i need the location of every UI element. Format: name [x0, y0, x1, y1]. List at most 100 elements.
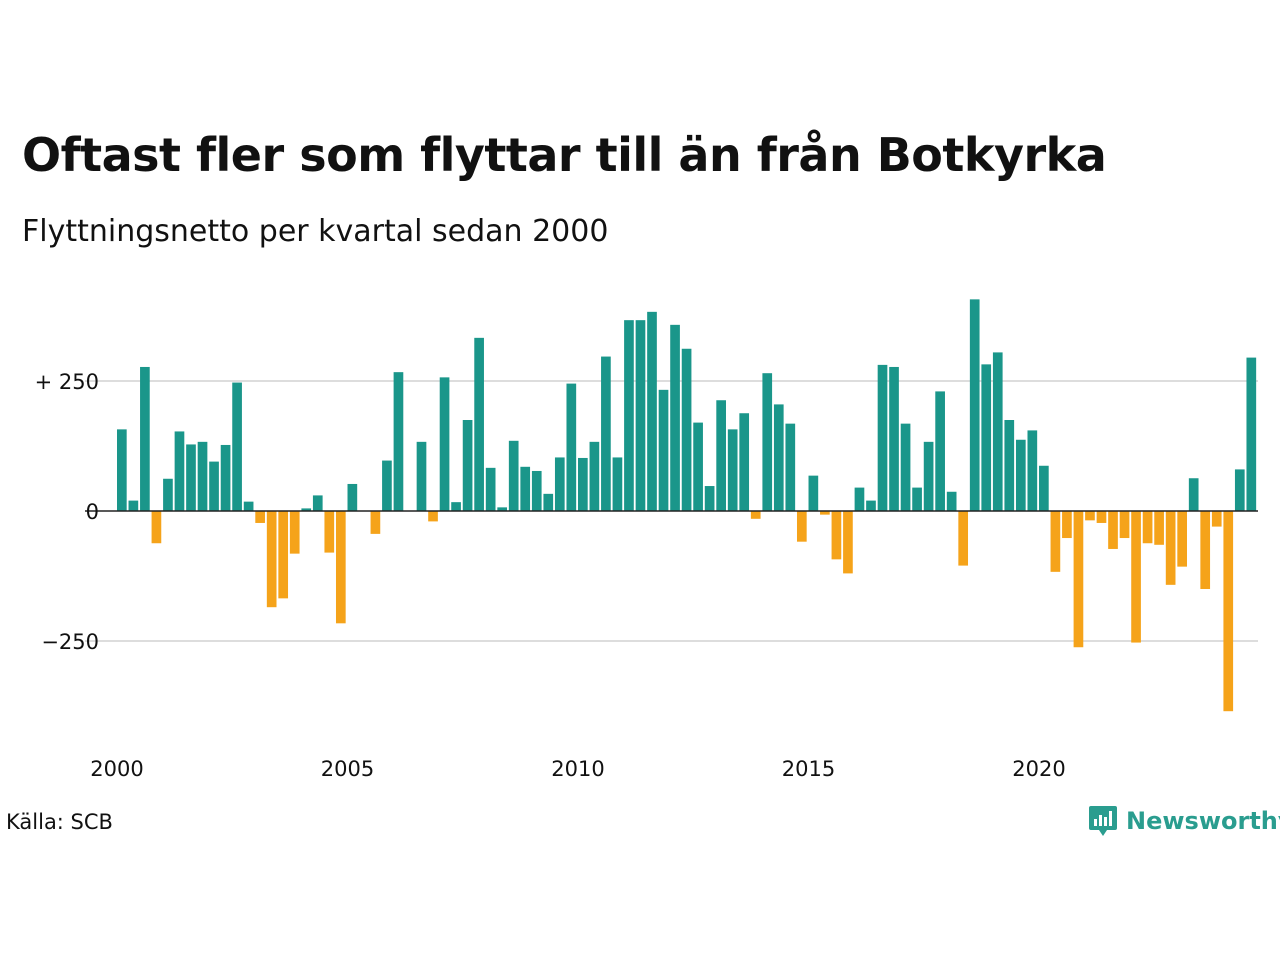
- x-tick-label: 2015: [782, 757, 835, 781]
- bar: [1211, 511, 1222, 527]
- bar: [531, 470, 542, 511]
- bar: [289, 511, 300, 554]
- bar: [151, 511, 162, 544]
- bar: [958, 511, 969, 566]
- bar: [232, 382, 242, 511]
- bar: [186, 444, 196, 511]
- bar: [750, 511, 761, 519]
- bar: [1085, 511, 1095, 521]
- bar: [1223, 511, 1234, 712]
- bar: [543, 493, 554, 511]
- bar: [497, 507, 508, 511]
- bar: [693, 422, 703, 511]
- bar: [1188, 478, 1199, 511]
- bar: [624, 320, 634, 511]
- bar: [174, 431, 185, 511]
- bar: [1073, 511, 1084, 648]
- bar: [312, 495, 323, 511]
- bar: [566, 383, 577, 511]
- newsworthy-logo-icon: [1089, 806, 1117, 836]
- bars: [117, 299, 1257, 712]
- source-note: Källa: SCB: [6, 810, 113, 834]
- bar: [347, 483, 358, 511]
- brand-name: Newsworthy: [1126, 807, 1280, 835]
- bar: [393, 372, 404, 511]
- bar: [981, 364, 992, 511]
- x-tick-label: 2020: [1012, 757, 1065, 781]
- bar: [416, 441, 427, 511]
- bar: [485, 467, 496, 511]
- bar: [716, 400, 726, 511]
- bar: [335, 511, 346, 624]
- bar: [1004, 420, 1015, 511]
- bar: [992, 352, 1003, 511]
- bar: [946, 491, 957, 511]
- bar: [578, 457, 588, 511]
- x-tick-label: 2010: [551, 757, 604, 781]
- bar: [589, 441, 600, 511]
- bar: [889, 366, 899, 511]
- bar: [1131, 511, 1141, 643]
- bar: [197, 441, 208, 511]
- bar: [935, 391, 945, 511]
- bar: [1234, 469, 1245, 511]
- bar: [820, 511, 830, 515]
- bar: [739, 413, 750, 511]
- axis-labels: + 250 0 −250 2000 2005 2010 2015 2020: [35, 370, 1066, 781]
- bar: [474, 337, 484, 511]
- bar: [382, 460, 392, 511]
- bar: [301, 508, 312, 511]
- y-tick-label: 0: [86, 500, 99, 524]
- y-tick-label: + 250: [35, 370, 99, 394]
- bar: [1096, 511, 1107, 523]
- bar: [854, 487, 865, 511]
- bar: [324, 511, 335, 553]
- bar: [1027, 430, 1038, 511]
- bar: [428, 511, 438, 522]
- bar: [969, 299, 980, 511]
- bar: [220, 444, 231, 511]
- bar: [843, 511, 853, 574]
- bar: [923, 441, 934, 511]
- bar: [439, 377, 450, 511]
- bar: [1039, 465, 1049, 511]
- bar: [704, 486, 715, 511]
- chart-title: Oftast fler som flyttar till än från Bot…: [22, 128, 1107, 182]
- bar: [601, 356, 611, 511]
- bar: [370, 511, 381, 534]
- bar: [796, 511, 807, 542]
- bar: [117, 429, 127, 511]
- bar: [1200, 511, 1211, 589]
- bar: [1246, 357, 1257, 511]
- bar: [451, 502, 461, 511]
- bar: [520, 466, 531, 511]
- bar: [900, 423, 911, 511]
- bar: [243, 501, 254, 511]
- bar: [1062, 511, 1072, 539]
- bar: [508, 440, 519, 511]
- bar: [1050, 511, 1061, 572]
- bar: [773, 404, 784, 511]
- bar: [808, 475, 819, 511]
- x-tick-label: 2000: [90, 757, 143, 781]
- bar: [635, 320, 646, 511]
- bar: [266, 511, 277, 608]
- bar: [647, 311, 657, 511]
- bar: [831, 511, 842, 560]
- bar: [255, 511, 265, 523]
- bar: [866, 500, 876, 511]
- bar: [670, 324, 680, 511]
- bar: [1142, 511, 1153, 544]
- bar: [554, 457, 565, 511]
- bar: [163, 478, 173, 511]
- bar: [658, 389, 669, 511]
- bar: [877, 364, 888, 511]
- bar: [727, 429, 738, 511]
- bar: [1154, 511, 1164, 545]
- bar: [462, 420, 473, 511]
- bar: [140, 366, 150, 511]
- bar: [681, 348, 692, 511]
- bar: [1108, 511, 1118, 549]
- bar: [1165, 511, 1176, 585]
- bar: [1177, 511, 1187, 567]
